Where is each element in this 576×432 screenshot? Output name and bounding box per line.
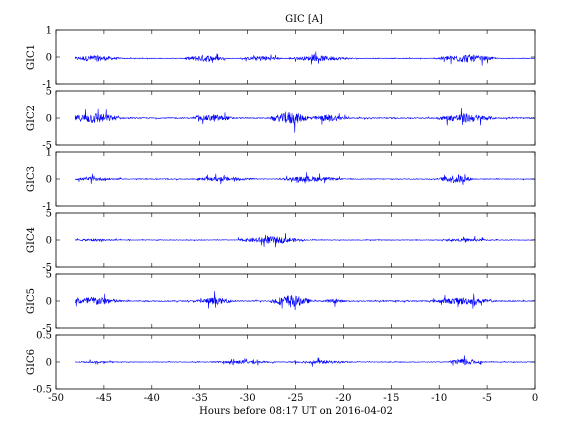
x-tick-label: -45 (96, 393, 112, 404)
trace-gic3 (74, 172, 536, 185)
y-tick-label: 0 (46, 53, 52, 64)
x-tick-label: -20 (335, 393, 351, 404)
x-tick-label: -50 (48, 393, 64, 404)
y-tick-label: 0 (46, 175, 52, 186)
trace-gic6 (74, 355, 536, 367)
y-axis-label-gic5: GIC5 (26, 288, 37, 314)
y-axis-label-gic1: GIC1 (26, 44, 37, 70)
x-tick-label: -15 (383, 393, 399, 404)
x-tick-label: -10 (431, 393, 447, 404)
y-axis-label-gic3: GIC3 (26, 166, 37, 192)
y-tick-label: -1 (42, 202, 52, 213)
y-tick-label: 1 (46, 148, 52, 159)
trace-gic2 (74, 107, 536, 133)
trace-gic5 (75, 291, 536, 311)
y-tick-label: 5 (46, 209, 52, 220)
trace-gic4 (74, 232, 536, 248)
y-tick-label: 1 (46, 26, 52, 37)
y-tick-label: -5 (42, 141, 52, 152)
y-axis-label-gic4: GIC4 (26, 227, 37, 253)
x-tick-label: -30 (240, 393, 256, 404)
y-axis-label-gic2: GIC2 (26, 105, 37, 131)
x-tick-label: -35 (192, 393, 208, 404)
y-tick-label: -0.5 (33, 385, 52, 396)
y-tick-label: 0 (46, 297, 52, 308)
y-tick-label: 0 (46, 236, 52, 247)
y-tick-label: -5 (42, 324, 52, 335)
x-axis-label: Hours before 08:17 UT on 2016-04-02 (199, 406, 393, 417)
y-tick-label: 5 (46, 270, 52, 281)
y-tick-label: 5 (46, 87, 52, 98)
x-tick-label: 0 (532, 393, 538, 404)
y-tick-label: 0.5 (36, 331, 52, 342)
y-tick-label: 0 (46, 358, 52, 369)
y-axis-label-gic6: GIC6 (26, 349, 37, 375)
chart-title: GIC [A] (285, 14, 323, 25)
y-tick-label: -5 (42, 263, 52, 274)
y-tick-label: -1 (42, 80, 52, 91)
x-tick-label: -5 (482, 393, 492, 404)
trace-gic1 (74, 51, 536, 66)
y-tick-label: 0 (46, 114, 52, 125)
panels-group: -101GIC1-505GIC2-101GIC3-505GIC4-505GIC5… (26, 26, 538, 405)
panel-frame-gic1 (55, 29, 536, 85)
x-tick-label: -40 (144, 393, 160, 404)
x-tick-label: -25 (287, 393, 303, 404)
